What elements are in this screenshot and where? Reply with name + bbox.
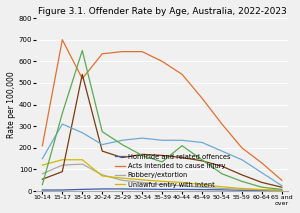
Y-axis label: Rate per 100,000: Rate per 100,000 <box>7 71 16 138</box>
Legend: Homicide and related offences, Acts intended to cause injury, Robbery/extortion,: Homicide and related offences, Acts inte… <box>115 154 230 188</box>
Title: Figure 3.1. Offender Rate by Age, Australia, 2022-2023: Figure 3.1. Offender Rate by Age, Austra… <box>38 7 286 16</box>
